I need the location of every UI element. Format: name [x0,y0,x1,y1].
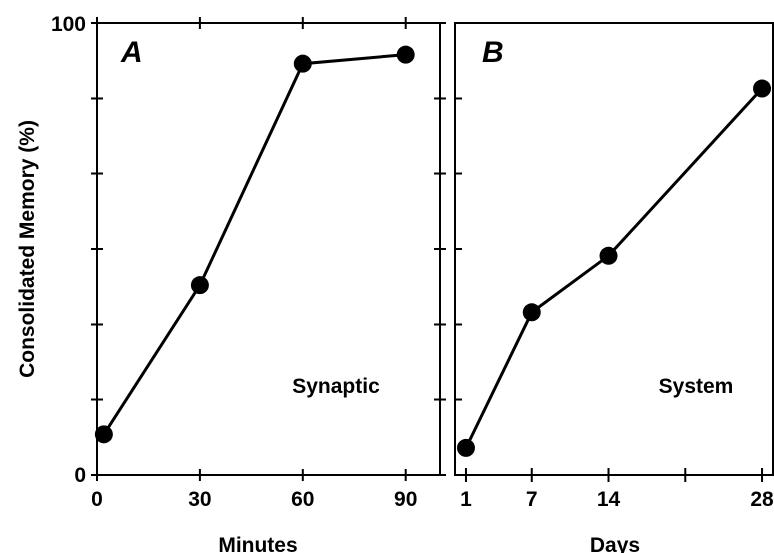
panel-b-series-line [464,87,764,449]
panel-b-x-axis-label: Days [590,534,640,553]
panel-b-x-tick-label: 28 [750,488,774,511]
panel-b-data-point [456,438,475,457]
panel-b-data-point [522,303,541,322]
panel-a-x-axis-label: Minutes [218,534,297,553]
panel-a-y-tick-label-0: 0 [74,464,86,487]
y-axis-label: Consolidated Memory (%) [16,120,39,378]
panel-a-letter: A [120,36,143,69]
panel-b-x-tick-label: 1 [460,488,472,511]
panel-b-data-point [599,246,618,265]
panel-a-x-tick-label: 90 [394,488,417,511]
panel-b-x-tick-label: 14 [597,488,621,511]
panel-a-x-tick-label: 0 [91,488,103,511]
panel-a-y-tick-label-100: 100 [51,13,86,36]
panel-b-marks: 1 7 14 28 [455,79,774,511]
panel-b-letter: B [482,36,504,69]
panel-b-x-tick-label: 7 [526,488,538,511]
panel-b-annotation: System [659,375,734,398]
panel-a-x-tick-label: 30 [188,488,211,511]
panel-a: 0 100 A Synaptic Minutes 0 30 60 90 [51,13,446,553]
panel-a-series-line [102,53,406,436]
panel-a-data-point [293,54,312,73]
panel-b: B System Days 1 7 14 28 [454,22,774,553]
panel-a-frame [96,22,441,476]
panel-a-data-point [190,276,209,295]
panel-a-data-point [396,45,415,64]
panel-a-x-tick-label: 60 [291,488,314,511]
panel-b-data-point [753,79,772,98]
panel-a-marks: 0 30 60 90 [91,17,446,511]
panel-a-data-point [94,425,113,444]
panel-a-annotation: Synaptic [292,375,380,398]
